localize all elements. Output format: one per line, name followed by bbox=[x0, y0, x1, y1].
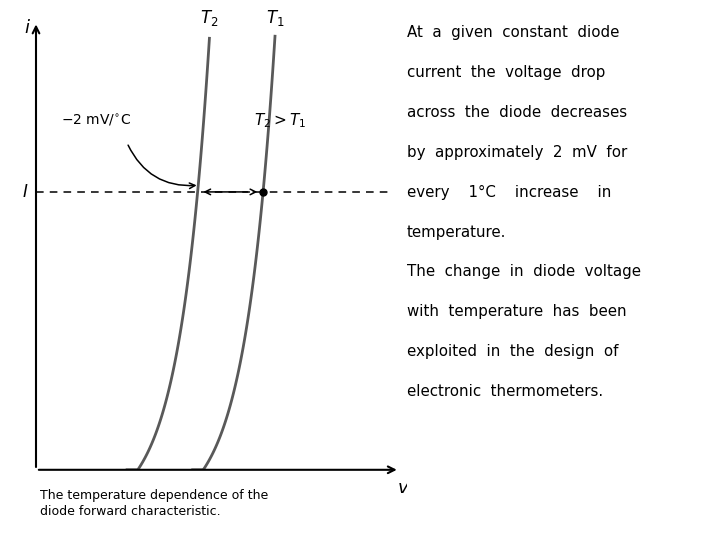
Text: exploited  in  the  design  of: exploited in the design of bbox=[407, 344, 618, 359]
Text: by  approximately  2  mV  for: by approximately 2 mV for bbox=[407, 145, 627, 160]
Text: diode forward characteristic.: diode forward characteristic. bbox=[40, 505, 220, 518]
Text: temperature.: temperature. bbox=[407, 225, 506, 240]
Text: electronic  thermometers.: electronic thermometers. bbox=[407, 384, 603, 399]
Text: i: i bbox=[24, 19, 30, 37]
Text: every    1°C    increase    in: every 1°C increase in bbox=[407, 185, 611, 200]
Text: The temperature dependence of the: The temperature dependence of the bbox=[40, 489, 268, 502]
Text: $T_1$: $T_1$ bbox=[266, 8, 284, 28]
Text: $-2\ \mathrm{mV/{}^{\circ}C}$: $-2\ \mathrm{mV/{}^{\circ}C}$ bbox=[61, 112, 132, 128]
Text: $T_2 > T_1$: $T_2 > T_1$ bbox=[254, 111, 307, 130]
Text: $I$: $I$ bbox=[22, 183, 28, 201]
Text: $T_2$: $T_2$ bbox=[200, 8, 219, 28]
Text: v: v bbox=[398, 479, 408, 497]
Text: The  change  in  diode  voltage: The change in diode voltage bbox=[407, 265, 641, 280]
Text: At  a  given  constant  diode: At a given constant diode bbox=[407, 25, 619, 40]
Text: across  the  diode  decreases: across the diode decreases bbox=[407, 105, 627, 120]
Text: with  temperature  has  been: with temperature has been bbox=[407, 305, 626, 319]
Text: current  the  voltage  drop: current the voltage drop bbox=[407, 65, 606, 80]
